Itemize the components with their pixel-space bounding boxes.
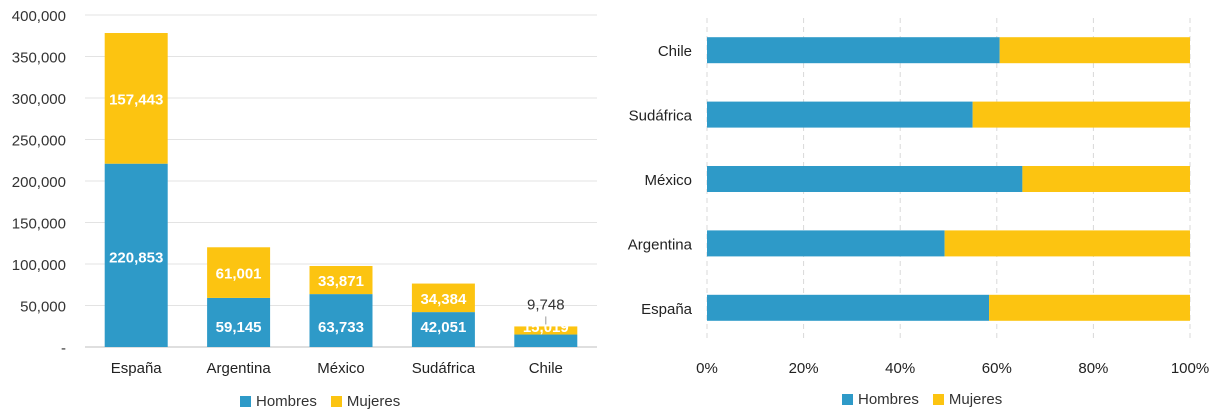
data-label-hombres: 15,019 [523, 319, 569, 336]
stacked-bar-chart-absolute: - 50,000 100,000 150,000 200,000 250,000 300,0… [12, 8, 597, 377]
legend-swatch-hombres [240, 396, 251, 407]
legend-label-mujeres: Mujeres [948, 391, 1003, 408]
legend-swatch-hombres [842, 394, 853, 405]
data-label-mujeres: 9,748 [527, 296, 565, 313]
data-label-hombres: 63,733 [318, 319, 364, 336]
bar-mujeres-mexico [309, 265, 373, 295]
data-label-mujeres: 157,443 [109, 91, 163, 108]
x-tick-label: 80% [1078, 360, 1108, 377]
x-tick-label: 0% [696, 360, 718, 377]
bar-hombres-sudafrica [707, 101, 973, 128]
x-tick-label: 100% [1171, 360, 1209, 377]
data-label-mujeres: 33,871 [318, 273, 364, 290]
x-tick-label: Chile [529, 360, 563, 377]
bar-mujeres-mexico [1022, 166, 1190, 192]
y-tick-label: 200,000 [12, 174, 66, 191]
y-tick-label: México [644, 172, 692, 189]
y-tick-label: España [641, 301, 693, 318]
bar-hombres-sudafrica [411, 312, 475, 347]
chart1-legend: Hombres Mujeres [240, 393, 414, 410]
data-label-hombres: 42,051 [420, 319, 466, 336]
bar-mujeres-chile [999, 37, 1190, 64]
x-tick-label: México [317, 360, 365, 377]
bar-mujeres-argentina [944, 230, 1190, 257]
data-label-mujeres: 61,001 [216, 266, 262, 283]
y-tick-label: 100,000 [12, 257, 66, 274]
x-tick-label: 60% [982, 360, 1012, 377]
legend-item-mujeres: Mujeres [330, 393, 401, 410]
y-tick-label: 250,000 [12, 133, 66, 150]
bar-hombres-chile [514, 334, 578, 347]
bar-hombres-argentina [707, 230, 945, 257]
y-tick-label: Sudáfrica [629, 108, 693, 125]
x-tick-label: España [111, 360, 163, 377]
bar-mujeres-argentina [207, 247, 271, 298]
y-tick-label: 50,000 [20, 299, 66, 316]
data-label-mujeres: 34,384 [420, 291, 467, 308]
x-tick-label: 40% [885, 360, 915, 377]
chart2-legend: Hombres Mujeres [842, 391, 1016, 408]
y-tick-label: Argentina [628, 236, 693, 253]
bar-mujeres-espana [989, 294, 1190, 321]
bar-mujeres-sudafrica [972, 101, 1190, 128]
legend-swatch-mujeres [932, 394, 944, 405]
legend-label-hombres: Hombres [858, 391, 919, 408]
x-tick-label: Argentina [206, 360, 271, 377]
bar-hombres-argentina [207, 297, 271, 347]
legend-item-mujeres: Mujeres [932, 391, 1003, 408]
data-label-hombres: 220,853 [109, 249, 163, 266]
y-tick-label: 150,000 [12, 216, 66, 233]
legend-label-mujeres: Mujeres [346, 393, 401, 410]
bar-mujeres-chile [514, 326, 578, 335]
bar-mujeres-espana [104, 33, 168, 164]
bar-mujeres-sudafrica [411, 283, 475, 313]
bar-hombres-espana [104, 163, 168, 347]
legend-item-hombres: Hombres [240, 393, 317, 410]
y-tick-label: Chile [658, 43, 692, 60]
legend-label-hombres: Hombres [256, 393, 317, 410]
y-tick-label: 350,000 [12, 50, 66, 67]
legend-item-hombres: Hombres [842, 391, 919, 408]
x-tick-label: 20% [789, 360, 819, 377]
bar-hombres-espana [707, 294, 990, 321]
legend-swatch-mujeres [330, 396, 342, 407]
bar-hombres-mexico [309, 294, 373, 347]
y-tick-label: - [61, 340, 66, 357]
y-tick-label: 400,000 [12, 8, 66, 25]
bar-hombres-chile [707, 37, 1000, 64]
y-tick-label: 300,000 [12, 91, 66, 108]
bar-hombres-mexico [707, 166, 1023, 192]
stacked-bar-chart-percent: 0% 20% 40% 60% 80% 100% España Argentina México S… [628, 18, 1209, 377]
data-label-hombres: 59,145 [216, 319, 262, 336]
x-tick-label: Sudáfrica [412, 360, 476, 377]
